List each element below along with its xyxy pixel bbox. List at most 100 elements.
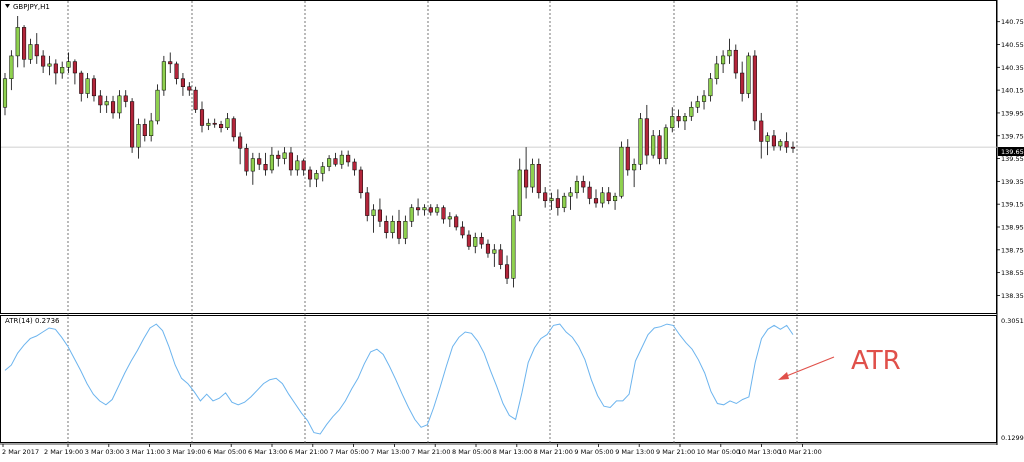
candle[interactable] [632, 158, 637, 188]
candle[interactable] [600, 187, 605, 208]
candle[interactable] [689, 101, 694, 121]
candle[interactable] [104, 95, 109, 113]
candle[interactable] [714, 55, 719, 85]
candle[interactable] [187, 82, 192, 96]
candle[interactable] [110, 95, 116, 119]
candle[interactable] [409, 204, 414, 227]
candle[interactable] [460, 221, 465, 239]
candle[interactable] [695, 95, 700, 113]
candle[interactable] [504, 255, 510, 285]
candle[interactable] [346, 150, 351, 167]
chevron-down-icon[interactable] [5, 4, 10, 8]
candle[interactable] [244, 143, 249, 176]
candle[interactable] [657, 130, 662, 165]
candle[interactable] [625, 139, 630, 176]
candle[interactable] [219, 120, 224, 133]
candle[interactable] [606, 187, 611, 205]
candle[interactable] [778, 139, 783, 151]
candle[interactable] [301, 158, 306, 176]
candle[interactable] [549, 192, 554, 210]
candle[interactable] [72, 59, 77, 85]
candle[interactable] [765, 132, 770, 156]
candle[interactable] [721, 50, 726, 74]
candle[interactable] [333, 152, 338, 167]
candle[interactable] [250, 152, 255, 185]
candle[interactable] [416, 198, 421, 216]
candle[interactable] [34, 33, 39, 64]
candle[interactable] [447, 212, 452, 227]
candle[interactable] [441, 205, 446, 224]
candle[interactable] [403, 215, 408, 245]
candle[interactable] [314, 169, 319, 188]
candle[interactable] [524, 147, 529, 199]
candle[interactable] [161, 55, 166, 96]
candle[interactable] [358, 166, 363, 199]
candle[interactable] [511, 209, 516, 288]
candle[interactable] [771, 130, 776, 151]
candle[interactable] [466, 230, 471, 250]
candle[interactable] [155, 84, 160, 125]
candle[interactable] [752, 50, 757, 131]
candle[interactable] [98, 90, 103, 113]
candle[interactable] [384, 215, 389, 239]
candle[interactable] [282, 147, 287, 165]
candle[interactable] [746, 52, 751, 99]
candle[interactable] [740, 61, 745, 102]
candle[interactable] [47, 55, 52, 76]
candle[interactable] [276, 150, 281, 167]
candle[interactable] [225, 112, 230, 131]
candle[interactable] [587, 181, 592, 205]
candle[interactable] [142, 118, 147, 142]
candle[interactable] [790, 141, 796, 153]
candle[interactable] [581, 175, 586, 193]
candle[interactable] [670, 107, 675, 133]
candle[interactable] [15, 15, 20, 68]
candle[interactable] [263, 152, 268, 176]
candle[interactable] [485, 239, 491, 258]
candle[interactable] [543, 187, 548, 208]
candle[interactable] [288, 147, 294, 176]
candle[interactable] [422, 204, 427, 216]
candle[interactable] [117, 90, 122, 119]
candle[interactable] [79, 70, 84, 102]
candle[interactable] [91, 75, 97, 102]
candle[interactable] [613, 192, 618, 210]
candle[interactable] [238, 132, 243, 165]
candle[interactable] [22, 25, 27, 68]
candle[interactable] [428, 204, 433, 216]
candle[interactable] [149, 112, 154, 142]
candle[interactable] [174, 61, 179, 85]
candle[interactable] [593, 189, 599, 208]
candle[interactable] [295, 155, 300, 176]
candle[interactable] [41, 50, 46, 74]
candle[interactable] [619, 141, 624, 199]
candle[interactable] [701, 90, 707, 110]
candle[interactable] [206, 118, 211, 131]
candle[interactable] [180, 73, 185, 96]
candle[interactable] [371, 204, 376, 233]
candle[interactable] [53, 59, 58, 85]
candle[interactable] [212, 118, 217, 128]
candle[interactable] [733, 44, 738, 79]
candle[interactable] [257, 152, 262, 170]
candle[interactable] [473, 232, 478, 254]
candle[interactable] [2, 73, 8, 116]
candle[interactable] [231, 116, 236, 142]
candle[interactable] [759, 112, 764, 159]
candle[interactable] [574, 175, 579, 199]
candle[interactable] [365, 187, 370, 222]
candle[interactable] [663, 124, 668, 165]
candle[interactable] [536, 158, 541, 199]
candle[interactable] [168, 52, 173, 74]
candle[interactable] [676, 109, 681, 128]
candle[interactable] [123, 90, 128, 108]
candle[interactable] [498, 244, 503, 270]
candle[interactable] [638, 112, 643, 170]
candle[interactable] [390, 215, 395, 239]
candle[interactable] [530, 158, 535, 193]
candle[interactable] [517, 158, 522, 222]
candle[interactable] [339, 150, 344, 169]
candle[interactable] [327, 155, 332, 172]
candle[interactable] [396, 209, 402, 245]
